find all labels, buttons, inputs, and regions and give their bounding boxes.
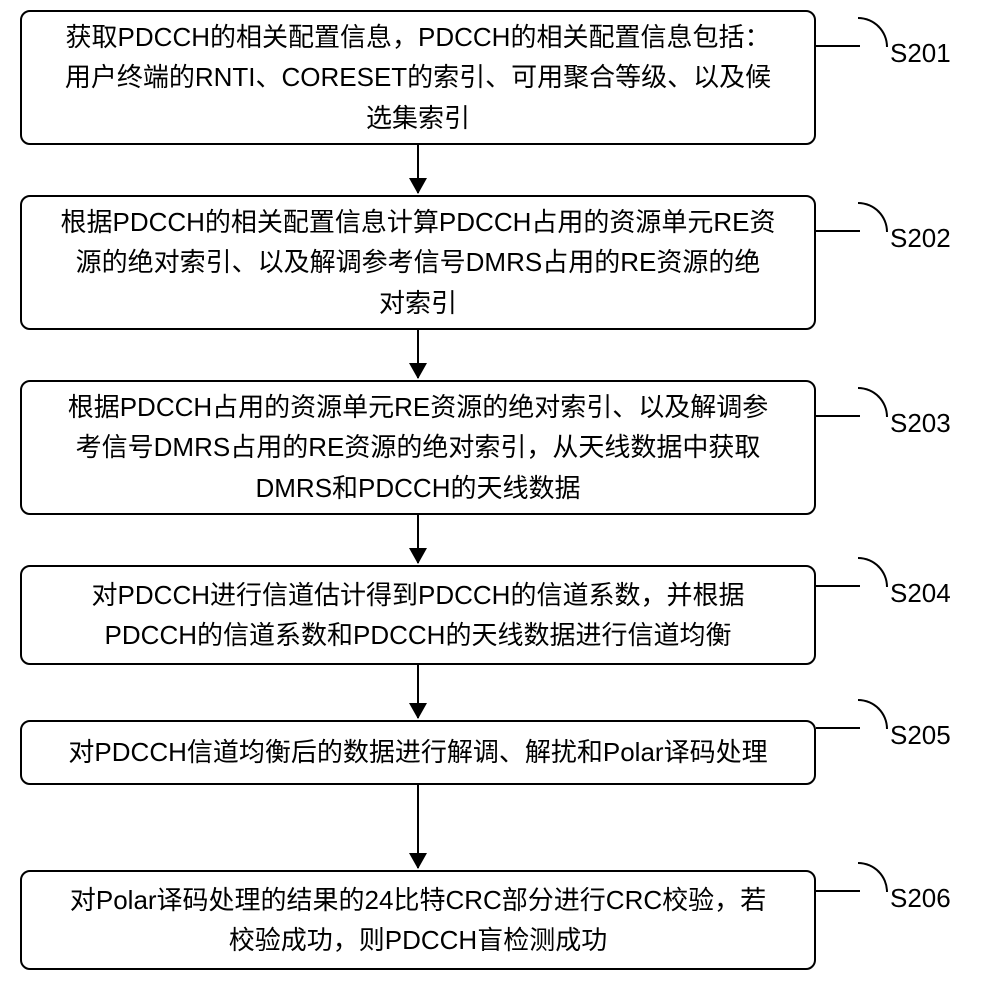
connector-line xyxy=(816,230,860,232)
flow-arrow xyxy=(417,785,419,868)
flow-node-s202: 根据PDCCH的相关配置信息计算PDCCH占用的资源单元RE资 源的绝对索引、以… xyxy=(20,195,816,330)
flow-node-s205: 对PDCCH信道均衡后的数据进行解调、解扰和Polar译码处理 xyxy=(20,720,816,785)
flow-arrow xyxy=(417,330,419,378)
connector-curve xyxy=(858,17,888,47)
connector-line xyxy=(816,415,860,417)
flowchart-canvas: 获取PDCCH的相关配置信息，PDCCH的相关配置信息包括： 用户终端的RNTI… xyxy=(0,0,982,1000)
flow-node-text: 对PDCCH信道均衡后的数据进行解调、解扰和Polar译码处理 xyxy=(68,732,767,772)
step-label-s202: S202 xyxy=(890,223,951,254)
flow-node-text: 获取PDCCH的相关配置信息，PDCCH的相关配置信息包括： 用户终端的RNTI… xyxy=(65,17,771,138)
step-label-s205: S205 xyxy=(890,720,951,751)
connector-line xyxy=(816,727,860,729)
step-label-s204: S204 xyxy=(890,578,951,609)
flow-node-text: 对Polar译码处理的结果的24比特CRC部分进行CRC校验，若 校验成功，则P… xyxy=(70,880,766,961)
flow-arrow xyxy=(417,515,419,563)
connector-curve xyxy=(858,862,888,892)
flow-arrow xyxy=(417,665,419,718)
connector-curve xyxy=(858,202,888,232)
step-label-s201: S201 xyxy=(890,38,951,69)
connector-line xyxy=(816,890,860,892)
flow-node-s201: 获取PDCCH的相关配置信息，PDCCH的相关配置信息包括： 用户终端的RNTI… xyxy=(20,10,816,145)
connector-curve xyxy=(858,557,888,587)
flow-arrow xyxy=(417,145,419,193)
step-label-s206: S206 xyxy=(890,883,951,914)
flow-node-s206: 对Polar译码处理的结果的24比特CRC部分进行CRC校验，若 校验成功，则P… xyxy=(20,870,816,970)
step-label-s203: S203 xyxy=(890,408,951,439)
connector-curve xyxy=(858,699,888,729)
connector-line xyxy=(816,45,860,47)
flow-node-s203: 根据PDCCH占用的资源单元RE资源的绝对索引、以及解调参 考信号DMRS占用的… xyxy=(20,380,816,515)
flow-node-text: 根据PDCCH占用的资源单元RE资源的绝对索引、以及解调参 考信号DMRS占用的… xyxy=(68,387,769,508)
flow-node-text: 根据PDCCH的相关配置信息计算PDCCH占用的资源单元RE资 源的绝对索引、以… xyxy=(60,202,775,323)
connector-line xyxy=(816,585,860,587)
connector-curve xyxy=(858,387,888,417)
flow-node-s204: 对PDCCH进行信道估计得到PDCCH的信道系数，并根据 PDCCH的信道系数和… xyxy=(20,565,816,665)
flow-node-text: 对PDCCH进行信道估计得到PDCCH的信道系数，并根据 PDCCH的信道系数和… xyxy=(92,575,745,656)
